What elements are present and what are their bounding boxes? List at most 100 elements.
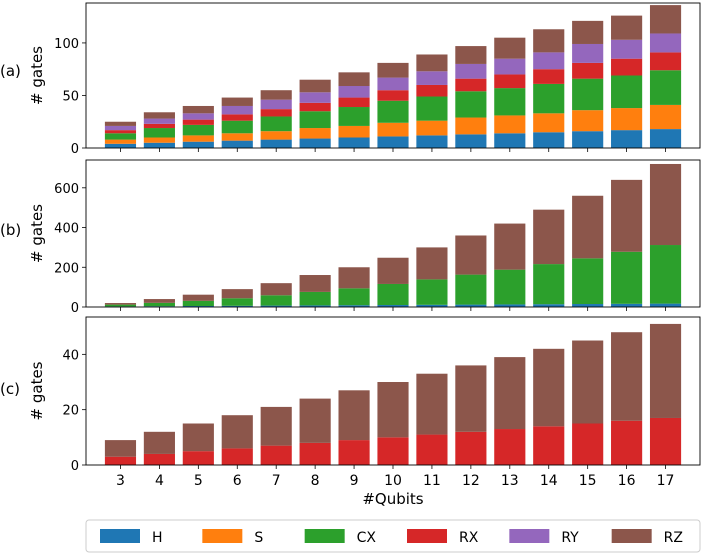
bar-ry-16	[611, 39, 643, 59]
y-tick-label: 40	[62, 348, 79, 363]
bar-s-17	[649, 104, 682, 130]
bar-rx-16	[611, 420, 643, 465]
bar-h-11	[416, 135, 448, 148]
bar-rx-4	[143, 453, 175, 465]
bar-s-7	[260, 131, 292, 140]
y-tick-label: 0	[71, 142, 79, 157]
bar-rz-15	[572, 195, 604, 259]
x-tick-label: 7	[272, 473, 281, 489]
x-tick-label: 15	[579, 473, 597, 489]
legend-swatch-rx	[407, 529, 447, 543]
bar-h-6	[221, 140, 253, 148]
bar-cx-15	[572, 78, 604, 111]
bar-ry-15	[572, 43, 604, 63]
x-tick-label: 3	[116, 473, 125, 489]
bar-rx-7	[260, 445, 292, 465]
bar-h-10	[377, 305, 409, 307]
bar-h-13	[494, 133, 526, 148]
bar-cx-3	[104, 133, 137, 140]
bar-rx-4	[143, 123, 175, 129]
bar-rx-11	[416, 84, 448, 97]
bar-rz-5	[182, 423, 214, 452]
bar-rx-8	[299, 442, 331, 465]
bar-cx-7	[260, 295, 292, 306]
y-tick-label: 50	[62, 89, 79, 104]
bar-rz-12	[455, 46, 487, 64]
bar-ry-7	[260, 99, 292, 110]
bar-s-3	[104, 139, 137, 144]
bar-rz-8	[299, 275, 331, 292]
bar-rz-15	[572, 340, 604, 424]
bar-ry-14	[533, 52, 565, 70]
legend-swatch-rz	[611, 529, 652, 543]
bar-s-13	[494, 115, 526, 134]
bar-rx-17	[649, 52, 682, 71]
bar-rz-4	[143, 431, 175, 454]
bar-rz-15	[572, 20, 604, 44]
bar-ry-8	[299, 92, 331, 103]
bar-rz-17	[649, 5, 682, 34]
bar-rz-14	[533, 209, 565, 265]
x-tick-label: 12	[462, 473, 480, 489]
bar-s-14	[533, 113, 565, 133]
legend-swatch-s	[202, 529, 243, 543]
bar-cx-16	[611, 75, 643, 109]
bar-h-12	[455, 304, 487, 307]
bar-cx-17	[649, 70, 682, 105]
bar-rz-16	[611, 332, 643, 421]
bar-rz-10	[377, 382, 409, 438]
bar-rx-9	[338, 440, 370, 465]
bar-h-16	[611, 303, 643, 307]
bar-cx-12	[455, 274, 487, 305]
bar-ry-5	[182, 113, 214, 120]
y-axis-title: # gates	[28, 204, 46, 263]
bar-cx-11	[416, 96, 448, 121]
bar-rz-4	[143, 112, 175, 119]
bar-rz-6	[221, 97, 253, 106]
bar-cx-13	[494, 269, 526, 305]
legend-swatch-cx	[304, 529, 345, 543]
bar-rz-10	[377, 257, 409, 284]
y-tick-label: 200	[54, 261, 79, 276]
bar-rz-9	[338, 390, 370, 441]
x-axis-title: #Qubits	[362, 490, 423, 508]
bar-ry-13	[494, 58, 526, 75]
y-axis-title: # gates	[28, 46, 46, 105]
x-tick-label: 9	[350, 473, 359, 489]
panel-c-label: (c)	[0, 380, 20, 398]
bar-h-4	[143, 142, 175, 148]
bar-h-3	[104, 143, 137, 148]
bar-rx-13	[494, 429, 526, 465]
bar-ry-4	[143, 118, 175, 124]
legend-swatch-ry	[509, 529, 550, 543]
legend: H S CX RX RY RZ	[85, 519, 701, 553]
bar-rz-13	[494, 357, 526, 430]
panel-a-label: (a)	[0, 62, 21, 80]
bar-h-15	[572, 131, 604, 148]
axes-frame	[85, 159, 701, 308]
bar-rz-13	[494, 37, 526, 59]
bar-cx-10	[377, 100, 409, 123]
bar-h-13	[494, 304, 526, 307]
bar-rz-10	[377, 62, 409, 78]
bar-s-4	[143, 137, 175, 143]
bar-rx-15	[572, 62, 604, 79]
bar-s-11	[416, 120, 448, 136]
bar-cx-9	[338, 107, 370, 126]
x-tick-label: 10	[384, 473, 402, 489]
bar-rz-8	[299, 398, 331, 443]
legend-label-h: H	[152, 530, 163, 546]
bar-rz-12	[455, 365, 487, 432]
bar-rz-17	[649, 323, 682, 418]
bar-ry-12	[455, 63, 487, 79]
bar-rz-13	[494, 223, 526, 270]
x-tick-label: 11	[423, 473, 441, 489]
bar-h-9	[338, 137, 370, 148]
bar-rx-12	[455, 78, 487, 92]
legend-swatch-h	[100, 529, 140, 543]
bar-rz-5	[182, 294, 214, 301]
bar-h-8	[299, 138, 331, 148]
bar-s-9	[338, 125, 370, 138]
bar-rz-9	[338, 267, 370, 289]
bar-rx-10	[377, 437, 409, 465]
